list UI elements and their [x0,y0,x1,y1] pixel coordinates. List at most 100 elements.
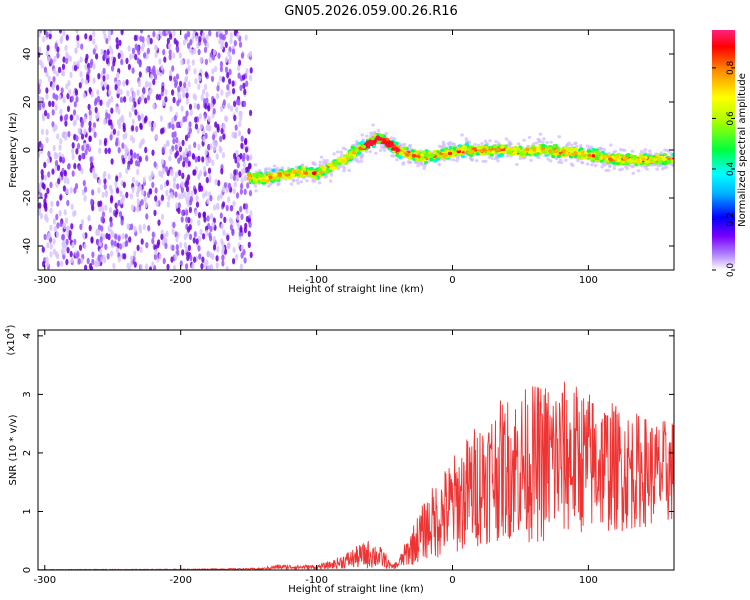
noise-speckle [138,96,142,103]
noise-speckle [121,116,125,124]
noise-speckle [158,170,162,177]
noise-speckle [108,89,112,97]
noise-speckle [237,59,242,66]
noise-speckle [84,63,88,71]
noise-speckle [62,30,66,37]
noise-speckle [237,72,241,79]
halo-speckle [299,180,304,184]
noise-speckle [60,260,64,267]
noise-speckle [161,239,165,246]
noise-speckle [182,91,186,99]
ridge-point [527,150,532,154]
noise-speckle [194,209,198,217]
noise-speckle [119,243,123,250]
noise-speckle [43,66,48,73]
ridge-point [500,145,505,149]
noise-speckle [133,101,137,108]
noise-speckle [43,174,48,181]
ridge-point [632,156,637,160]
noise-speckle [219,75,223,82]
noise-speckle [202,211,207,218]
noise-speckle [97,200,101,208]
noise-speckle [216,85,220,92]
noise-speckle [150,170,154,178]
noise-speckle [188,144,192,151]
ridge-point [594,156,599,161]
noise-speckle [144,146,148,154]
noise-speckle [62,185,66,192]
noise-speckle [79,223,83,231]
ridge-point [548,149,553,153]
noise-speckle [124,240,128,247]
noise-speckle [165,189,169,197]
noise-speckle [210,266,214,270]
noise-speckle [117,199,121,207]
noise-speckle [182,39,186,46]
halo-speckle [663,148,667,152]
noise-speckle [110,96,114,103]
noise-speckle [143,195,147,203]
noise-speckle [80,167,84,175]
noise-speckle [41,101,46,109]
halo-speckle [368,150,373,154]
noise-speckle [78,244,83,251]
noise-speckle [69,114,73,121]
halo-speckle [557,135,562,139]
noise-speckle [156,33,160,41]
ridge-point [576,155,582,160]
noise-speckle [91,258,95,266]
noise-speckle [219,212,223,219]
noise-speckle [45,129,49,136]
ridge-point [395,153,400,158]
noise-speckle [233,169,237,176]
noise-speckle [154,195,158,202]
noise-speckle [182,161,186,168]
halo-speckle [612,150,616,155]
noise-speckle [64,44,68,52]
ridge-point [420,156,425,160]
noise-speckle [140,45,144,52]
noise-speckle [222,122,226,130]
noise-speckle [231,131,235,138]
noise-speckle [59,138,63,145]
noise-speckle [88,109,92,117]
noise-speckle [175,136,179,144]
halo-speckle [585,144,590,148]
noise-speckle [205,91,209,99]
ridge-point [468,150,473,155]
ridge-point [536,152,541,156]
noise-speckle [66,199,70,207]
noise-speckle [221,201,226,208]
halo-speckle [355,139,359,144]
noise-speckle [128,236,132,243]
noise-speckle [124,152,128,160]
noise-speckle [216,203,220,211]
noise-speckle [171,228,175,235]
ridge-point [398,155,403,159]
noise-speckle [174,152,178,159]
noise-speckle [143,117,147,124]
noise-speckle [240,252,244,259]
noise-speckle [55,231,60,238]
halo-speckle [360,133,365,137]
ridge-point [405,153,410,157]
noise-speckle [188,103,193,111]
noise-speckle [112,128,116,135]
noise-speckle [53,55,57,63]
noise-speckle [247,241,251,249]
noise-speckle [59,37,63,44]
noise-speckle [129,149,133,156]
halo-speckle [392,137,397,141]
noise-speckle [169,69,173,76]
noise-speckle [65,258,69,266]
noise-speckle [231,48,236,55]
colorbar-ticks: 0.0 0.2 0.4 0.6 0.8 [712,60,736,277]
noise-speckle [244,146,249,153]
halo-speckle [254,189,258,193]
noise-speckle [104,189,108,197]
noise-speckle [183,191,187,198]
noise-speckle [213,204,217,211]
noise-speckle [58,30,63,34]
noise-speckle [190,190,194,197]
noise-speckle [230,205,234,212]
